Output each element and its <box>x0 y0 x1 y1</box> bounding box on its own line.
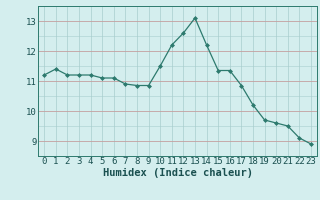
X-axis label: Humidex (Indice chaleur): Humidex (Indice chaleur) <box>103 168 252 178</box>
